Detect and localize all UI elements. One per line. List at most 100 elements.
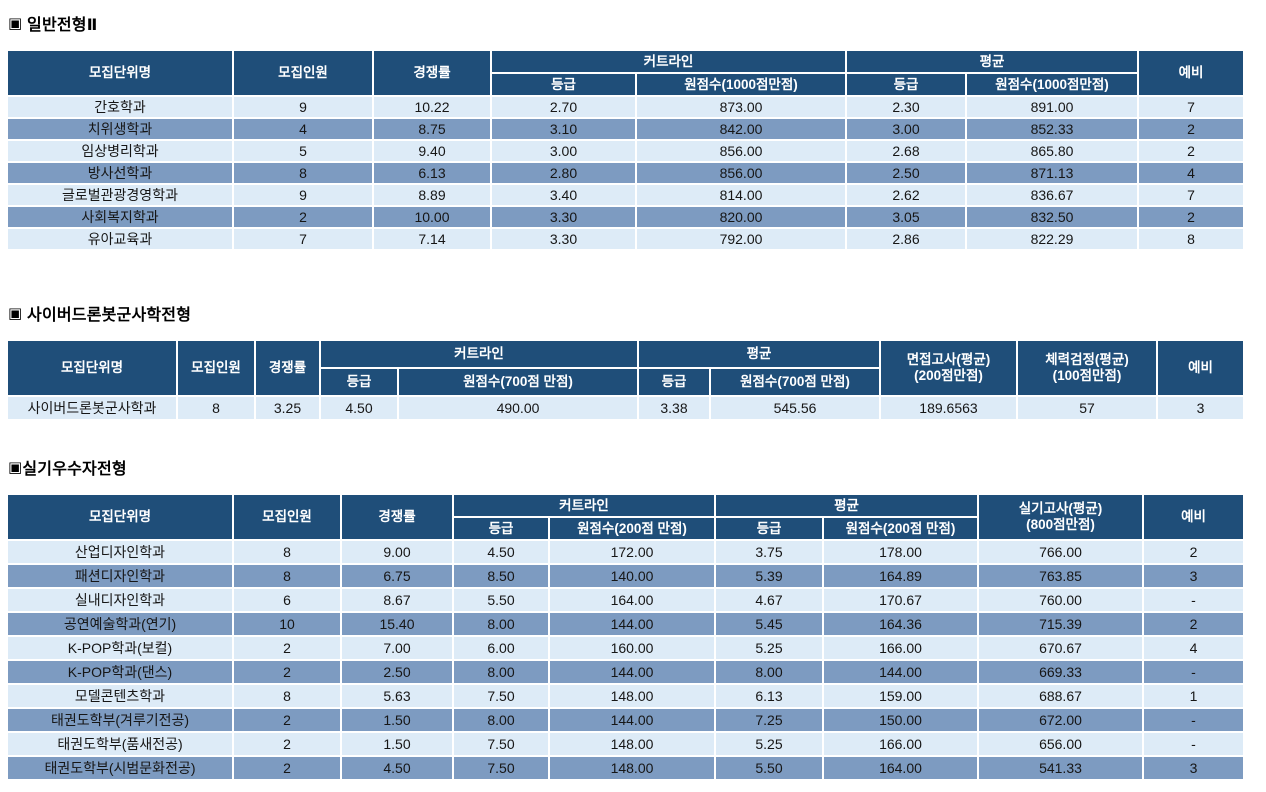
value-cell: 144.00 — [822, 659, 979, 685]
value-cell: 873.00 — [635, 95, 847, 119]
column-header: 모집단위명 — [6, 49, 234, 97]
value-cell: 2 — [1137, 139, 1245, 163]
department-cell: 글로벌관광경영학과 — [6, 183, 234, 207]
value-cell: 2.62 — [845, 183, 967, 207]
value-cell: 8.00 — [452, 707, 550, 733]
column-header: 경쟁률 — [254, 339, 321, 397]
value-cell: 148.00 — [548, 731, 716, 757]
value-cell: 832.50 — [965, 205, 1139, 229]
value-cell: 3.38 — [637, 395, 711, 421]
value-cell: 2 — [232, 635, 342, 661]
value-cell: 166.00 — [822, 731, 979, 757]
value-cell: 4.50 — [452, 539, 550, 565]
value-cell: 7.50 — [452, 731, 550, 757]
column-header: 모집단위명 — [6, 339, 178, 397]
column-header: 원점수(1000점만점) — [965, 72, 1139, 97]
group-header: 평균 — [714, 493, 979, 518]
value-cell: 5.25 — [714, 635, 824, 661]
header-row-groups: 모집단위명 모집인원 경쟁률 커트라인 평균 예비 — [6, 49, 1245, 97]
value-cell: 6.00 — [452, 635, 550, 661]
value-cell: 6.13 — [372, 161, 492, 185]
department-cell: K-POP학과(보컬) — [6, 635, 234, 661]
group-header: 커트라인 — [319, 339, 639, 369]
value-cell: 150.00 — [822, 707, 979, 733]
value-cell: 871.13 — [965, 161, 1139, 185]
section-title: ▣ 일반전형Ⅱ — [8, 11, 1248, 35]
department-cell: K-POP학과(댄스) — [6, 659, 234, 685]
value-cell: 3 — [1156, 395, 1245, 421]
section-title: ▣ 사이버드론봇군사학전형 — [8, 301, 1248, 325]
column-header: 예비 — [1137, 49, 1245, 97]
department-cell: 치위생학과 — [6, 117, 234, 141]
table-row: 산업디자인학과 8 9.00 4.50 172.00 3.75 178.00 766.00 2 — [6, 539, 1245, 565]
column-header: 예비 — [1142, 493, 1245, 541]
value-cell: 7.50 — [452, 755, 550, 781]
table-row: K-POP학과(댄스) 2 2.50 8.00 144.00 8.00 144.00 669.… — [6, 659, 1245, 685]
column-header: 모집인원 — [232, 49, 374, 97]
section-cyber-drone-bot-military: ▣ 사이버드론봇군사학전형 모집단위명 모집인원 경쟁률 커트라인 평균 면접고사(평균)… — [6, 301, 1248, 421]
value-cell: 140.00 — [548, 563, 716, 589]
table-container: 모집단위명 모집인원 경쟁률 커트라인 평균 면접고사(평균) (200점만점) 체력검정(… — [6, 339, 1248, 421]
column-header: 모집단위명 — [6, 493, 234, 541]
general-admission-2-table: 모집단위명 모집인원 경쟁률 커트라인 평균 예비 등급 원점수(1000점만점) 등급 원점수(… — [6, 49, 1245, 251]
table-row: 사이버드론봇군사학과 8 3.25 4.50 490.00 3.38 545.56 189.6… — [6, 395, 1245, 421]
value-cell: 2.70 — [490, 95, 637, 119]
value-cell: 9 — [232, 183, 374, 207]
column-header: 예비 — [1156, 339, 1245, 397]
department-cell: 태권도학부(겨루기전공) — [6, 707, 234, 733]
table-row: 사회복지학과 2 10.00 3.30 820.00 3.05 832.50 2 — [6, 205, 1245, 229]
header-row-subcolumns: 등급 원점수(200점 만점) 등급 원점수(200점 만점) — [7, 516, 1244, 541]
value-cell: 8 — [232, 683, 342, 709]
table-body: 간호학과 9 10.22 2.70 873.00 2.30 891.00 7 치위생학과 4 8.7… — [6, 95, 1245, 251]
value-cell: 2 — [232, 659, 342, 685]
value-cell: 688.67 — [977, 683, 1144, 709]
group-header: 커트라인 — [452, 493, 716, 518]
value-cell: 10.00 — [372, 205, 492, 229]
group-header: 커트라인 — [490, 49, 847, 74]
value-cell: 144.00 — [548, 659, 716, 685]
department-cell: 임상병리학과 — [6, 139, 234, 163]
value-cell: - — [1142, 659, 1245, 685]
table-container: 모집단위명 모집인원 경쟁률 커트라인 평균 예비 등급 원점수(1000점만점) 등급 원점수(… — [6, 49, 1248, 251]
value-cell: 2 — [1137, 205, 1245, 229]
value-cell: 8 — [232, 161, 374, 185]
value-cell: 8.89 — [372, 183, 492, 207]
column-header: 등급 — [714, 516, 824, 541]
column-header: 경쟁률 — [372, 49, 492, 97]
value-cell: 8 — [1137, 227, 1245, 251]
value-cell: 2.50 — [845, 161, 967, 185]
value-cell: 164.36 — [822, 611, 979, 637]
value-cell: 8 — [176, 395, 256, 421]
value-cell: 3.25 — [254, 395, 321, 421]
table-header: 모집단위명 모집인원 경쟁률 커트라인 평균 면접고사(평균) (200점만점) 체력검정(… — [6, 339, 1245, 397]
practical-excellence-table: 모집단위명 모집인원 경쟁률 커트라인 평균 실기고사(평균) (800점만점) 예비 등급 원… — [6, 493, 1245, 781]
value-cell: 8.00 — [714, 659, 824, 685]
value-cell: 4 — [1137, 161, 1245, 185]
column-header: 등급 — [490, 72, 637, 97]
value-cell: 6.13 — [714, 683, 824, 709]
table-header: 모집단위명 모집인원 경쟁률 커트라인 평균 예비 등급 원점수(1000점만점) 등급 원점수(… — [6, 49, 1245, 97]
value-cell: 170.67 — [822, 587, 979, 613]
value-cell: 3 — [1142, 755, 1245, 781]
section-title-text: 일반전형Ⅱ — [22, 17, 98, 34]
value-cell: 670.67 — [977, 635, 1144, 661]
department-cell: 사이버드론봇군사학과 — [6, 395, 178, 421]
value-cell: - — [1142, 707, 1245, 733]
table-row: 유아교육과 7 7.14 3.30 792.00 2.86 822.29 8 — [6, 227, 1245, 251]
value-cell: 2 — [232, 707, 342, 733]
value-cell: 8 — [232, 563, 342, 589]
table-row: 패션디자인학과 8 6.75 8.50 140.00 5.39 164.89 763.85 3 — [6, 563, 1245, 589]
table-row: 태권도학부(품새전공) 2 1.50 7.50 148.00 5.25 166.00 656.… — [6, 731, 1245, 757]
value-cell: 5.50 — [714, 755, 824, 781]
value-cell: 144.00 — [548, 611, 716, 637]
value-cell: 9.40 — [372, 139, 492, 163]
value-cell: 8.00 — [452, 659, 550, 685]
value-cell: 7.25 — [714, 707, 824, 733]
value-cell: 763.85 — [977, 563, 1144, 589]
square-bullet-icon: ▣ — [8, 305, 23, 322]
column-header: 등급 — [845, 72, 967, 97]
table-container: 모집단위명 모집인원 경쟁률 커트라인 평균 실기고사(평균) (800점만점) 예비 등급 원… — [6, 493, 1248, 781]
value-cell: - — [1142, 731, 1245, 757]
value-cell: 5.39 — [714, 563, 824, 589]
table-body: 사이버드론봇군사학과 8 3.25 4.50 490.00 3.38 545.56 189.6… — [6, 395, 1245, 421]
